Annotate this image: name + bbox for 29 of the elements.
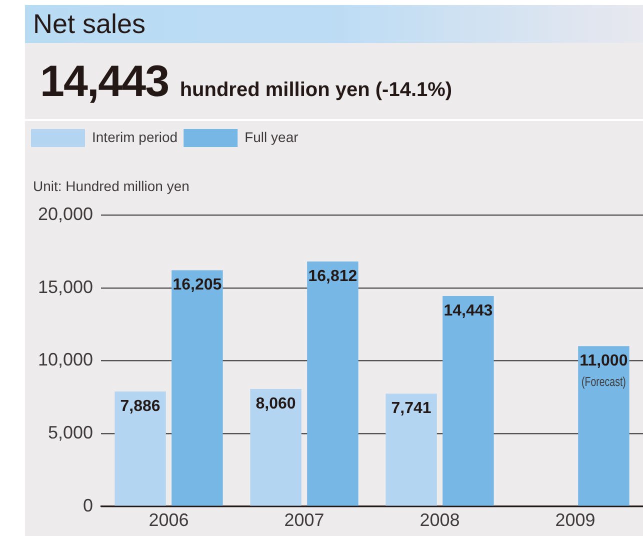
data-label: 7,886 bbox=[120, 398, 160, 415]
y-tick-label: 15,000 bbox=[38, 276, 93, 297]
y-tick-label: 10,000 bbox=[38, 350, 93, 370]
data-label: 7,741 bbox=[391, 400, 432, 418]
legend-label: Full year bbox=[244, 128, 299, 145]
data-label: 16,812 bbox=[308, 268, 358, 285]
bar bbox=[172, 270, 223, 506]
y-tick-label: 5,000 bbox=[48, 422, 93, 443]
data-label: 16,205 bbox=[172, 276, 222, 294]
x-tick-label: 2007 bbox=[284, 510, 324, 530]
x-tick-label: 2008 bbox=[420, 510, 460, 530]
y-tick-label: 0 bbox=[82, 495, 93, 516]
data-label: 11,000 bbox=[580, 352, 628, 370]
legend-label: Interim period bbox=[92, 128, 178, 145]
annotation: (Forecast) bbox=[582, 376, 626, 390]
bar bbox=[114, 392, 166, 506]
bar bbox=[442, 296, 494, 506]
x-tick-label: 2006 bbox=[148, 510, 189, 530]
x-tick-label: 2009 bbox=[555, 510, 596, 530]
data-label: 8,060 bbox=[256, 395, 296, 412]
y-tick-label: 20,000 bbox=[38, 204, 93, 224]
data-label: 14,443 bbox=[444, 302, 493, 320]
bar bbox=[250, 388, 302, 506]
bar bbox=[578, 346, 630, 506]
y-axis-title: Unit: Hundred million yen bbox=[33, 178, 190, 194]
chart-subtitle: 14,443 hundred million yen (-14.1%) bbox=[40, 57, 452, 106]
chart-title: Net sales bbox=[25, 5, 643, 43]
bar bbox=[386, 394, 437, 506]
bar bbox=[307, 261, 358, 506]
